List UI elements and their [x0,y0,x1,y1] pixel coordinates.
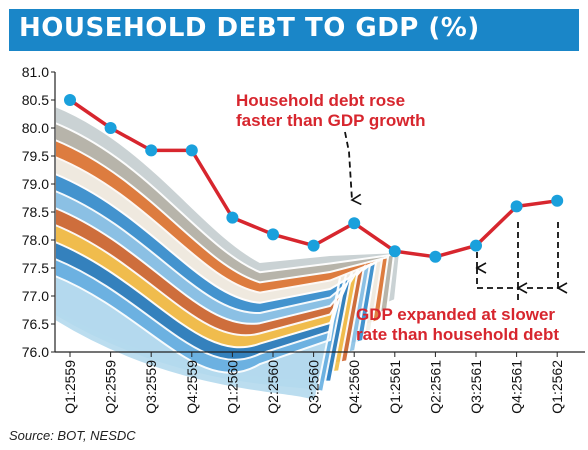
annotation-text: Household debt rose [236,91,405,110]
y-tick-label: 76.5 [22,316,49,332]
data-point [388,245,401,258]
x-tick-label: Q1:2560 [224,360,240,414]
annotation-text: GDP expanded at slower [356,305,555,324]
annotation-arrow [344,131,362,206]
y-tick-label: 81.0 [22,64,49,80]
x-tick-label: Q4:2561 [509,360,525,414]
data-point [145,144,158,157]
x-tick-label: Q2:2559 [103,360,119,414]
data-point [307,239,320,252]
annotation-text: rate than household debt [356,325,559,344]
x-tick-label: Q4:2560 [346,360,362,414]
annotation-text: faster than GDP growth [236,111,426,130]
source-note: Source: BOT, NESDC [9,428,136,443]
x-tick-label: Q1:2561 [387,360,403,414]
x-tick-label: Q3:2559 [143,360,159,414]
data-point [185,144,198,157]
data-point [226,211,239,224]
x-tick-label: Q3:2560 [306,360,322,414]
card-shape [54,274,341,404]
y-tick-label: 77.5 [22,260,49,276]
y-tick-label: 78.5 [22,204,49,220]
series-group [64,94,564,263]
data-point [64,94,76,106]
y-tick-label: 79.0 [22,176,49,192]
x-tick-label: Q2:2561 [427,360,443,414]
data-point [348,217,361,230]
annotation-bracket [476,268,558,289]
title-bar: HOUSEHOLD DEBT TO GDP (%) [9,9,579,51]
y-tick-label: 79.5 [22,148,49,164]
y-tick-label: 77.0 [22,288,49,304]
data-point [104,122,117,134]
data-point [429,250,442,263]
x-axis-ticks: Q1:2559 Q2:2559 Q3:2559 Q4:2559 Q1:2560 Q2:25… [62,352,565,414]
chart-title: HOUSEHOLD DEBT TO GDP (%) [19,13,480,43]
data-point [267,228,279,241]
y-tick-label: 80.5 [22,92,49,108]
y-tick-label: 78.0 [22,232,49,248]
x-tick-label: Q3:2561 [468,360,484,414]
x-tick-label: Q4:2559 [184,360,200,414]
credit-cards-illustration [54,104,402,404]
y-axis-ticks: 81.0 80.5 80.0 79.5 79.0 78.5 78.0 77.5 77.0 76.5… [22,64,55,360]
data-point [510,200,523,213]
x-tick-label: Q2:2560 [265,360,281,414]
y-tick-label: 80.0 [22,120,49,136]
data-point [470,239,482,252]
y-tick-label: 76.0 [22,344,49,360]
x-tick-label: Q1:2559 [62,360,78,414]
data-point [551,194,564,207]
x-tick-label: Q1:2562 [549,360,565,414]
